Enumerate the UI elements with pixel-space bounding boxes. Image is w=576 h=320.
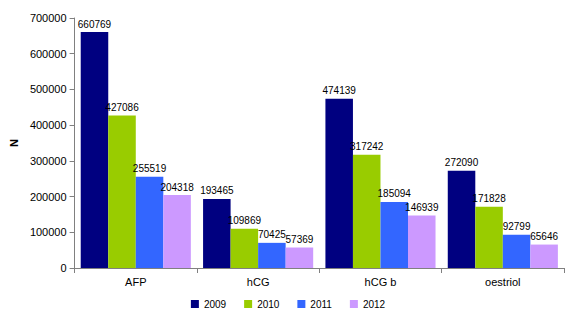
svg-text:57369: 57369 <box>286 234 314 245</box>
svg-text:0: 0 <box>60 262 66 274</box>
svg-text:N: N <box>8 139 20 147</box>
svg-text:474139: 474139 <box>322 85 356 96</box>
svg-text:AFP: AFP <box>125 276 146 288</box>
svg-text:109869: 109869 <box>228 215 262 226</box>
svg-text:171828: 171828 <box>472 193 506 204</box>
svg-text:600000: 600000 <box>30 48 67 60</box>
svg-text:400000: 400000 <box>30 119 67 131</box>
svg-text:427086: 427086 <box>105 102 139 113</box>
svg-text:317242: 317242 <box>350 141 384 152</box>
svg-text:100000: 100000 <box>30 226 67 238</box>
svg-text:500000: 500000 <box>30 83 67 95</box>
svg-text:204318: 204318 <box>160 182 194 193</box>
svg-text:272090: 272090 <box>445 157 479 168</box>
svg-text:200000: 200000 <box>30 191 67 203</box>
svg-text:2012: 2012 <box>363 299 386 310</box>
svg-text:700000: 700000 <box>30 12 67 24</box>
svg-text:2011: 2011 <box>310 299 332 310</box>
svg-text:300000: 300000 <box>30 155 67 167</box>
svg-text:146939: 146939 <box>405 202 439 213</box>
svg-text:2009: 2009 <box>204 299 227 310</box>
svg-text:185094: 185094 <box>378 188 412 199</box>
svg-text:hCG b: hCG b <box>365 276 397 288</box>
svg-text:70425: 70425 <box>258 229 286 240</box>
svg-text:oestriol: oestriol <box>485 276 520 288</box>
svg-text:255519: 255519 <box>133 163 167 174</box>
svg-text:660769: 660769 <box>78 19 112 30</box>
svg-text:hCG: hCG <box>247 276 270 288</box>
svg-text:92799: 92799 <box>503 221 531 232</box>
svg-text:193465: 193465 <box>200 185 234 196</box>
svg-text:65646: 65646 <box>530 231 558 242</box>
svg-text:2010: 2010 <box>257 299 280 310</box>
